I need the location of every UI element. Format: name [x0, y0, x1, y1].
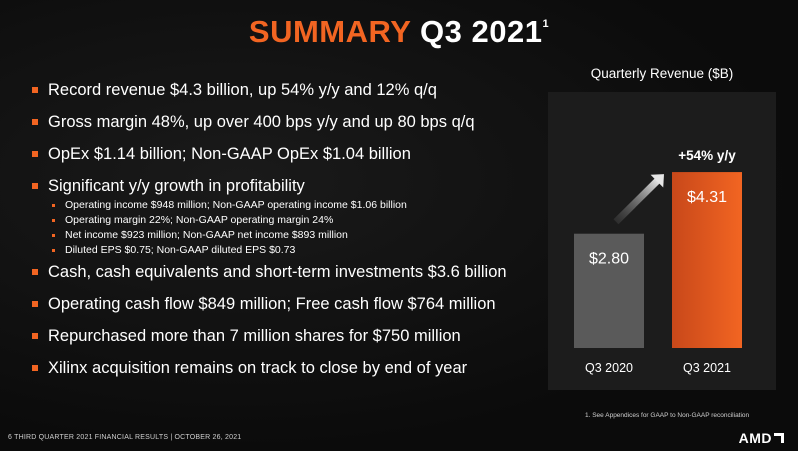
amd-logo: AMD: [739, 430, 784, 446]
growth-arrow-icon: [650, 174, 664, 188]
bullet: Operating cash flow $849 million; Free c…: [32, 294, 552, 326]
title-footnote-ref: 1: [542, 17, 550, 30]
bullet-text: Significant y/y growth in profitability: [48, 177, 305, 195]
sub-bullet: Net income $923 million; Non-GAAP net in…: [32, 228, 552, 243]
bullet-text: Xilinx acquisition remains on track to c…: [48, 359, 468, 377]
sub-bullet-list: Operating income $948 million; Non-GAAP …: [32, 198, 552, 258]
title-quarter: Q3 2021: [420, 14, 543, 49]
sub-bullet-square-icon: [52, 234, 55, 237]
bullet-text: Record revenue $4.3 billion, up 54% y/y …: [48, 81, 437, 99]
sub-bullet-text: Net income $923 million; Non-GAAP net in…: [65, 229, 348, 241]
bullet: Repurchased more than 7 million shares f…: [32, 326, 552, 358]
bullet-square-icon: [32, 183, 38, 189]
bullet: Xilinx acquisition remains on track to c…: [32, 358, 552, 390]
sub-bullet-text: Operating income $948 million; Non-GAAP …: [65, 199, 407, 211]
sub-bullet: Diluted EPS $0.75; Non-GAAP diluted EPS …: [32, 243, 552, 258]
bar-q3-2021: [672, 172, 742, 348]
bullet-text: Gross margin 48%, up over 400 bps y/y an…: [48, 113, 475, 131]
bullet: Cash, cash equivalents and short-term in…: [32, 262, 552, 294]
bar-q3-2020: [574, 233, 644, 348]
bullet: Gross margin 48%, up over 400 bps y/y an…: [32, 112, 552, 144]
bullet-square-icon: [32, 269, 38, 275]
summary-bullets: Record revenue $4.3 billion, up 54% y/y …: [32, 80, 552, 390]
amd-arrow-icon: [774, 433, 784, 443]
bullet-text: Operating cash flow $849 million; Free c…: [48, 295, 496, 313]
bullet: Record revenue $4.3 billion, up 54% y/y …: [32, 80, 552, 112]
page-title: SUMMARY Q3 20211: [0, 14, 798, 50]
bullet-text: Repurchased more than 7 million shares f…: [48, 327, 461, 345]
bullet-square-icon: [32, 87, 38, 93]
sub-bullet-square-icon: [52, 204, 55, 207]
bullet-square-icon: [32, 119, 38, 125]
bar-value-label: $4.31: [687, 189, 727, 206]
bullet-square-icon: [32, 333, 38, 339]
bar-value-label: $2.80: [589, 251, 629, 268]
logo-text: AMD: [738, 430, 772, 446]
revenue-bar-chart: $2.80 Q3 2020 $4.31 Q3 2021 +54% y/y: [574, 148, 742, 375]
bullet-square-icon: [32, 301, 38, 307]
footnote: 1. See Appendices for GAAP to Non-GAAP r…: [585, 412, 750, 419]
bullet: Significant y/y growth in profitability: [32, 176, 552, 208]
bullet: OpEx $1.14 billion; Non-GAAP OpEx $1.04 …: [32, 144, 552, 176]
growth-annotation: +54% y/y: [678, 148, 736, 163]
chart-title: Quarterly Revenue ($B): [590, 66, 734, 81]
sub-bullet-square-icon: [52, 219, 55, 222]
sub-bullet-square-icon: [52, 249, 55, 252]
sub-bullet-text: Operating margin 22%; Non-GAAP operating…: [65, 214, 334, 226]
title-summary: SUMMARY: [248, 14, 411, 49]
chart-panel: $2.80 Q3 2020 $4.31 Q3 2021 +54% y/y: [548, 92, 776, 390]
sub-bullet: Operating income $948 million; Non-GAAP …: [32, 198, 552, 213]
bullet-square-icon: [32, 365, 38, 371]
sub-bullet-text: Diluted EPS $0.75; Non-GAAP diluted EPS …: [65, 244, 296, 256]
bullet-text: Cash, cash equivalents and short-term in…: [48, 263, 507, 281]
growth-arrow-shaft: [613, 177, 661, 225]
x-tick-label: Q3 2020: [585, 361, 633, 375]
bullet-text: OpEx $1.14 billion; Non-GAAP OpEx $1.04 …: [48, 145, 411, 163]
bullet-square-icon: [32, 151, 38, 157]
footer: 6 THIRD QUARTER 2021 FINANCIAL RESULTS |…: [8, 434, 242, 441]
x-tick-label: Q3 2021: [683, 361, 731, 375]
sub-bullet: Operating margin 22%; Non-GAAP operating…: [32, 213, 552, 228]
